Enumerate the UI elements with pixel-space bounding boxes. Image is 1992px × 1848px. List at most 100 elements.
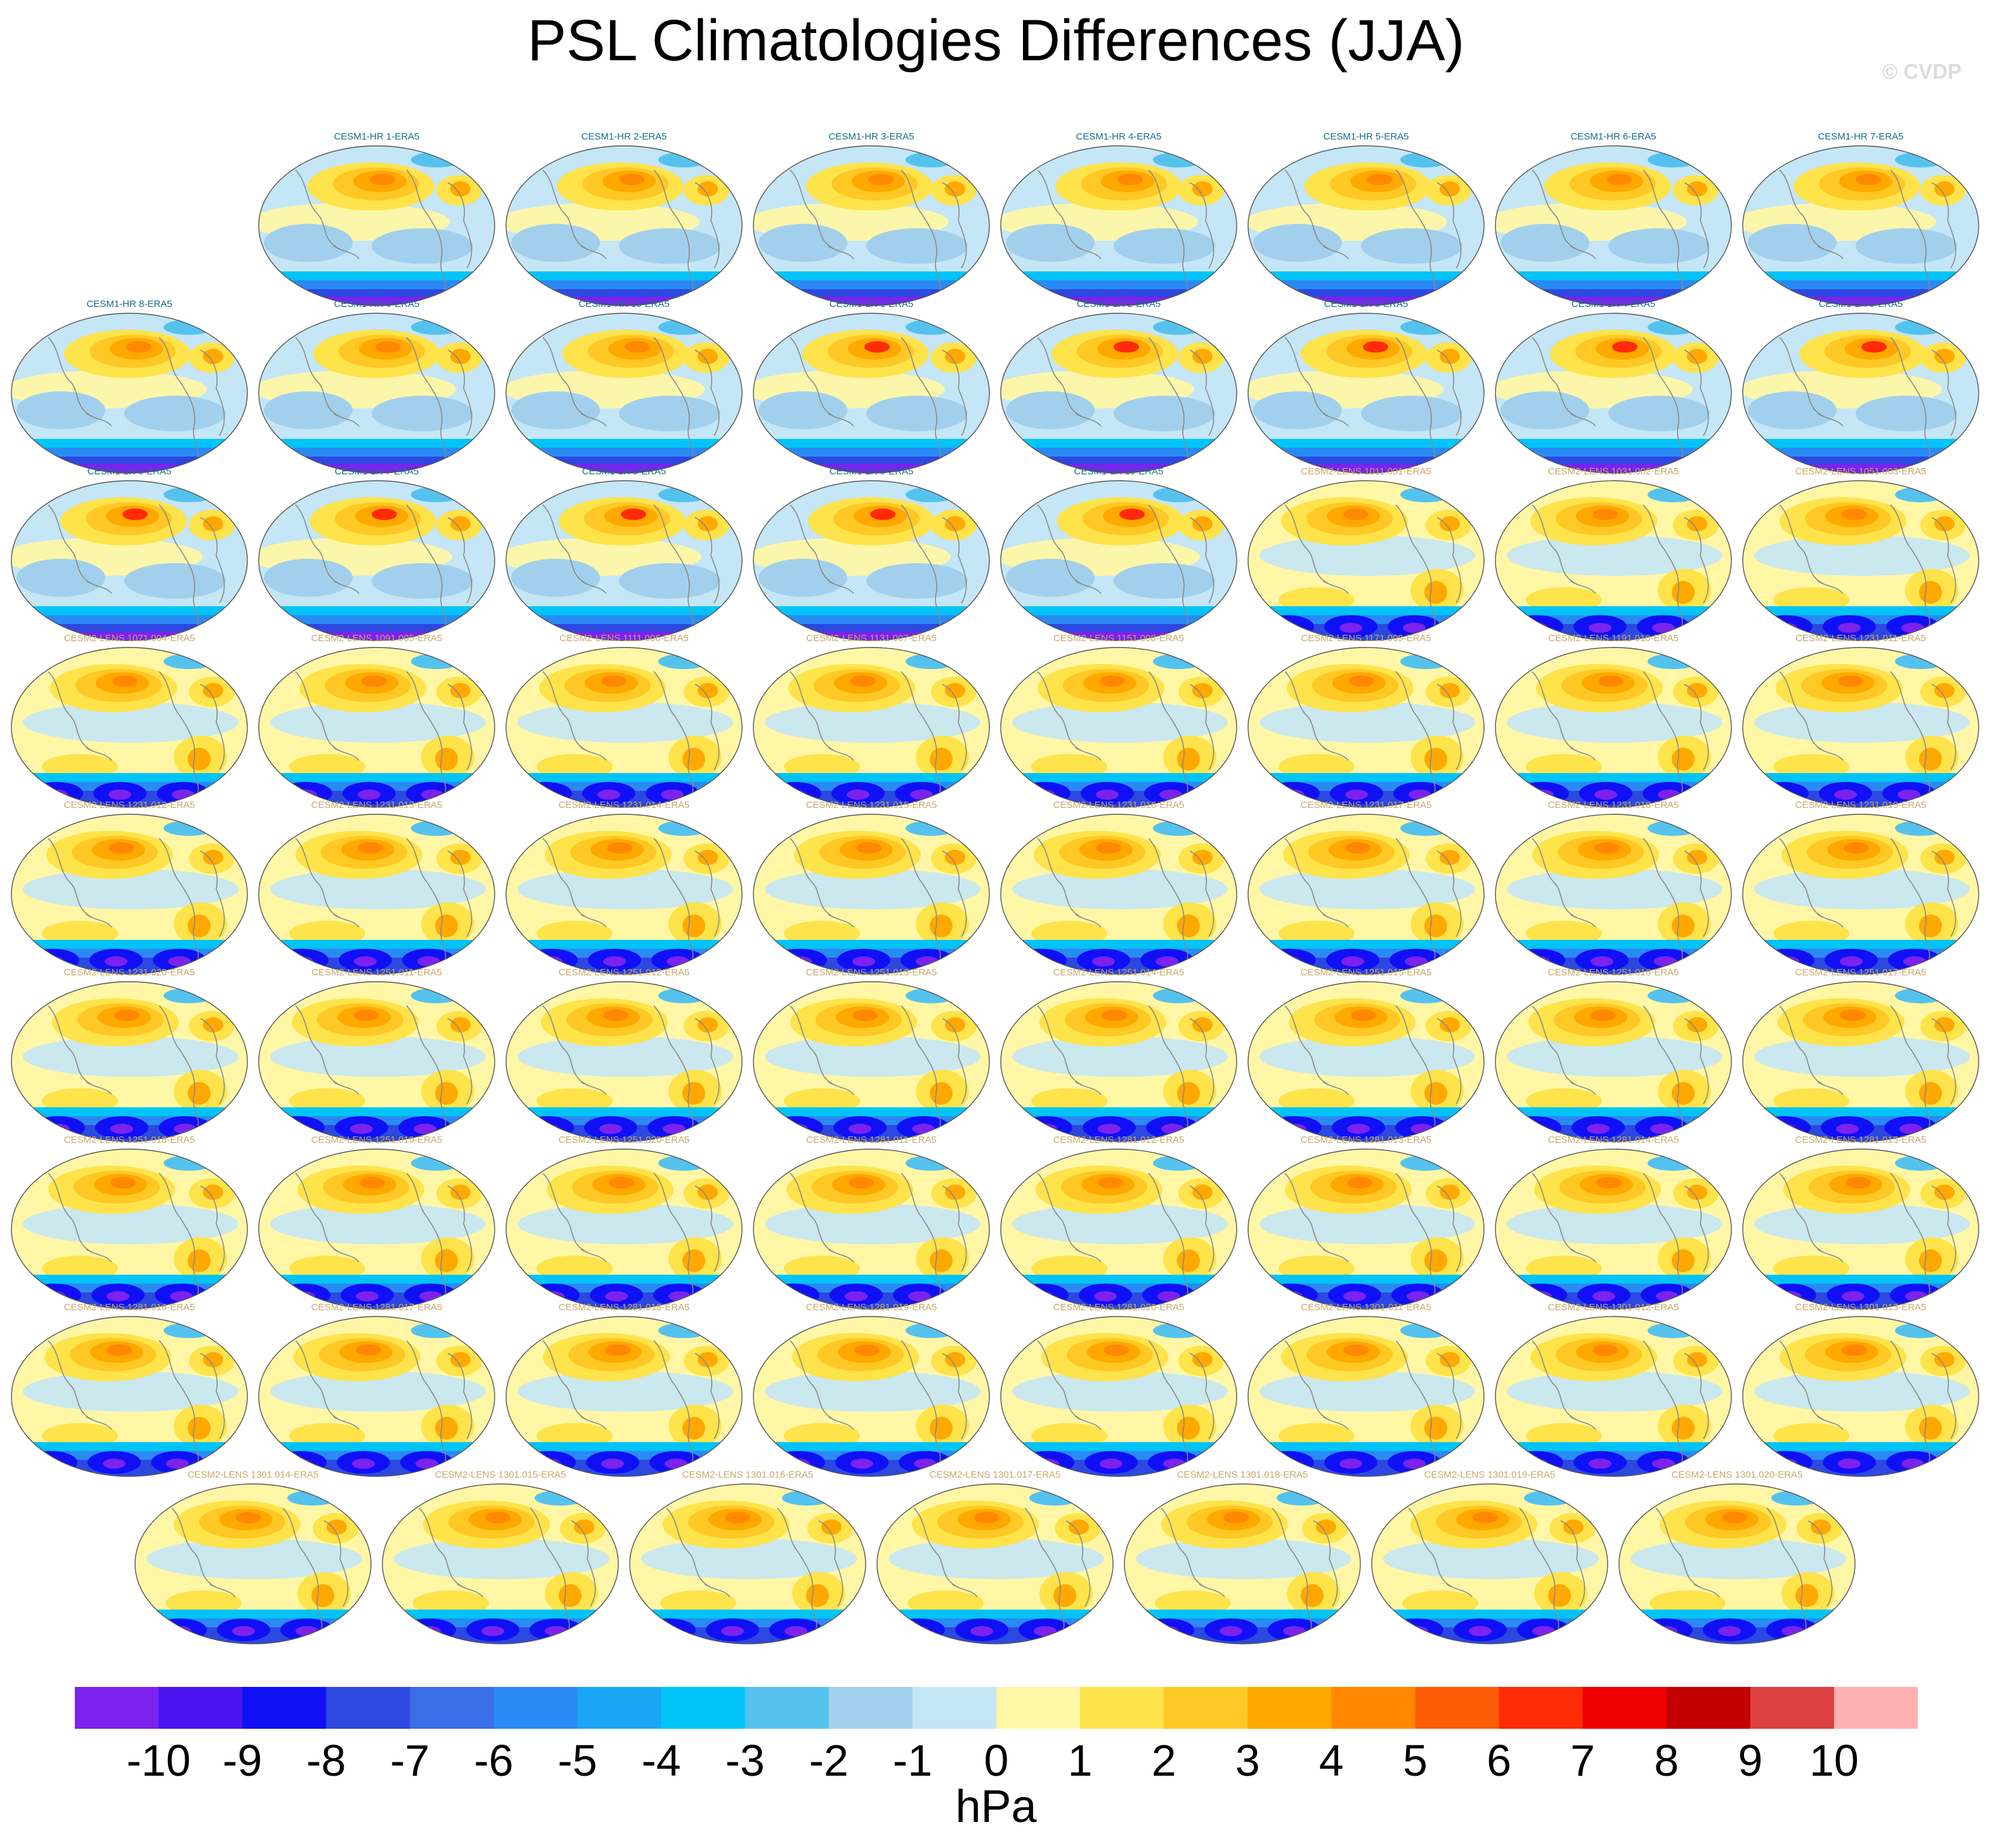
colorbar-swatch [1415, 1687, 1500, 1729]
map-panel-title: CESM2-LENS 1231.016-ERA5 [1053, 800, 1185, 810]
colorbar-tick-label: 6 [1487, 1736, 1511, 1782]
colorbar-tick-label: -8 [306, 1736, 346, 1782]
map-panel: CESM2-LENS 1301.014-ERA5 [134, 1470, 372, 1645]
map-panel-title: CESM2-LENS 1251.014-ERA5 [1053, 967, 1185, 978]
map-panel: CESM2-LENS 1251.016-ERA5 [1494, 968, 1733, 1143]
map-plot [753, 313, 990, 474]
colorbar-swatch [577, 1687, 662, 1729]
map-plot [258, 480, 495, 641]
map-plot [11, 1316, 248, 1477]
map-plot [11, 313, 248, 474]
colorbar-tick-label: 9 [1738, 1736, 1762, 1782]
map-panel: CESM1-LR 6-ERA5 [10, 467, 249, 642]
map-plot [505, 313, 743, 474]
map-panel: CESM2-LENS 1171.009-ERA5 [1247, 634, 1485, 809]
map-plot [1247, 1148, 1485, 1310]
map-panel: CESM2-LENS 1251.013-ERA5 [752, 968, 991, 1143]
map-panel: CESM2-LENS 1281.012-ERA5 [999, 1135, 1238, 1310]
map-plot [11, 814, 248, 975]
colorbar: -10 -9 -8 -7 -6 -5 -4 -3 -2 -1 0 1 2 3 4 5 6 7 8 9 10 [75, 1687, 1918, 1782]
map-panel-title: CESM1-LR 9-ERA5 [829, 466, 914, 477]
map-panel-title: CESM2-LENS 1281.016-ERA5 [63, 1302, 195, 1313]
map-plot [1124, 1483, 1361, 1644]
map-plot [11, 647, 248, 808]
map-panel-title: CESM2-LENS 1051.003-ERA5 [1795, 466, 1927, 477]
map-plot [505, 814, 743, 975]
colorbar-swatch [493, 1687, 578, 1729]
map-panel-title: CESM1-HR 4-ERA5 [1076, 131, 1162, 142]
map-panel: CESM2-LENS 1231.018-ERA5 [1494, 800, 1733, 975]
map-plot [876, 1483, 1114, 1644]
colorbar-tick-label: 4 [1319, 1736, 1344, 1782]
map-panel: CESM2-LENS 1281.016-ERA5 [10, 1303, 249, 1478]
map-panel-title: CESM2-LENS 1231.017-ERA5 [1300, 800, 1432, 810]
map-panel: CESM2-LENS 1251.019-ERA5 [257, 1135, 496, 1310]
map-panel-title: CESM2-LENS 1251.015-ERA5 [1300, 967, 1432, 978]
map-plot [1247, 981, 1485, 1142]
map-panel-title: CESM2-LENS 1251.011-ERA5 [311, 967, 442, 978]
map-panel-title: CESM1-HR 5-ERA5 [1323, 131, 1409, 142]
map-plot [382, 1483, 619, 1644]
map-panel-title: CESM2-LENS 1151.008-ERA5 [1053, 633, 1184, 644]
map-panel: CESM1-LR 10-ERA5 [999, 467, 1238, 642]
map-panel: CESM2-LENS 1281.020-ERA5 [999, 1303, 1238, 1478]
map-panel-title: CESM2-LENS 1231.013-ERA5 [311, 800, 443, 810]
map-plot [1247, 313, 1485, 474]
map-panel-title: CESM2-LENS 1301.012-ERA5 [1547, 1302, 1679, 1313]
colorbar-tick-label: 10 [1809, 1736, 1859, 1782]
map-plot [258, 1148, 495, 1310]
map-panel: CESM1-LR 8-ERA5 [505, 467, 743, 642]
map-panel: CESM2-LENS 1251.020-ERA5 [505, 1135, 743, 1310]
map-plot [505, 981, 743, 1142]
colorbar-swatch [745, 1687, 830, 1729]
map-panel-title: CESM2-LENS 1301.015-ERA5 [434, 1469, 566, 1480]
map-panel: CESM2-LENS 1251.017-ERA5 [1741, 968, 1980, 1143]
colorbar-swatch [661, 1687, 746, 1729]
map-panel: CESM2-LENS 1091.005-ERA5 [257, 634, 496, 809]
map-panel: CESM2-LENS 1051.003-ERA5 [1741, 467, 1980, 642]
map-panel: CESM1-LR 7-ERA5 [257, 467, 496, 642]
colorbar-swatch [1331, 1687, 1416, 1729]
map-panel: CESM2-LENS 1301.019-ERA5 [1370, 1470, 1609, 1645]
map-panel: CESM2-LENS 1231.011-ERA5 [1741, 634, 1980, 809]
map-panel-title: CESM1-LR 6-ERA5 [87, 466, 172, 477]
map-plot [1618, 1483, 1856, 1644]
map-panel-title: CESM2-LENS 1231.020-ERA5 [63, 967, 195, 978]
map-panel: CESM2-LENS 1231.016-ERA5 [999, 800, 1238, 975]
map-plot [1495, 1148, 1732, 1310]
map-panel: CESM1-HR 9-ERA5 [257, 299, 496, 474]
map-plot [1495, 313, 1732, 474]
map-panel-title: CESM2-LENS 1251.020-ERA5 [558, 1135, 690, 1145]
map-panel-title: CESM2-LENS 1301.018-ERA5 [1176, 1469, 1308, 1480]
map-panel: CESM2-LENS 1281.014-ERA5 [1494, 1135, 1733, 1310]
map-panel: CESM2-LENS 1251.018-ERA5 [10, 1135, 249, 1310]
map-plot [753, 1148, 990, 1310]
colorbar-tick-label: -10 [127, 1736, 191, 1782]
map-panel-title: CESM2-LENS 1231.018-ERA5 [1547, 800, 1679, 810]
colorbar-tick-label: 0 [984, 1736, 1009, 1782]
map-panel: CESM2-LENS 1231.013-ERA5 [257, 800, 496, 975]
map-panel: CESM2-LENS 1231.020-ERA5 [10, 968, 249, 1143]
map-panel: CESM2-LENS 1111.006-ERA5 [505, 634, 743, 809]
map-panel: CESM2-LENS 1301.016-ERA5 [628, 1470, 867, 1645]
map-panel: CESM2-LENS 1281.017-ERA5 [257, 1303, 496, 1478]
map-panel: CESM2-LENS 1251.015-ERA5 [1247, 968, 1485, 1143]
colorbar-swatch [75, 1687, 159, 1729]
map-panel-title: CESM2-LENS 1231.014-ERA5 [558, 800, 690, 810]
map-panel-title: CESM1-LR 10-ERA5 [1074, 466, 1164, 477]
map-panel: CESM1-LR 4-ERA5 [1494, 299, 1733, 474]
map-panel-title: CESM2-LENS 1131.007-ERA5 [806, 633, 937, 644]
colorbar-unit-label: hPa [955, 1781, 1037, 1832]
map-plot [1247, 1316, 1485, 1477]
map-plot [629, 1483, 866, 1644]
map-plot [505, 145, 743, 306]
map-panel-title: CESM1-HR 10-ERA5 [578, 299, 670, 309]
map-panel-title: CESM2-LENS 1281.017-ERA5 [311, 1302, 443, 1313]
map-panel: CESM1-HR 10-ERA5 [505, 299, 743, 474]
map-panel-title: CESM2-LENS 1281.012-ERA5 [1053, 1135, 1185, 1145]
colorbar-tick-label: 3 [1235, 1736, 1260, 1782]
colorbar-swatch [912, 1687, 997, 1729]
map-panel-title: CESM2-LENS 1301.017-ERA5 [929, 1469, 1061, 1480]
map-panel: CESM1-HR 7-ERA5 [1741, 132, 1980, 307]
map-panel-title: CESM2-LENS 1301.013-ERA5 [1795, 1302, 1927, 1313]
